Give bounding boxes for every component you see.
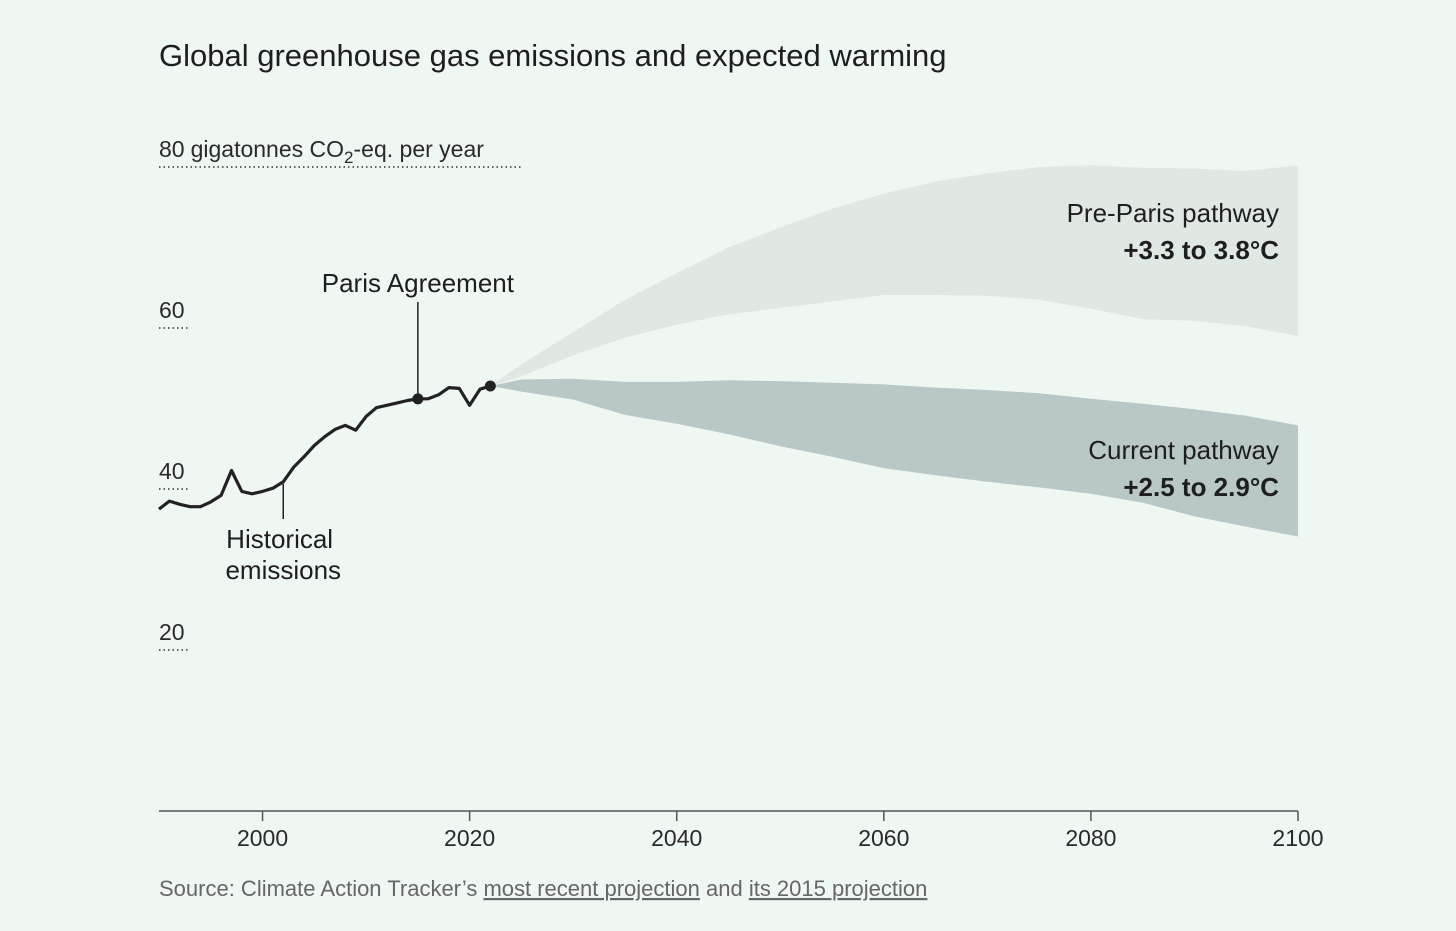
y-axis-unit-label: 80 gigatonnes CO2-eq. per year [159,136,484,167]
current-pathway-area [490,378,1298,537]
pre-paris-warming-label: +3.3 to 3.8°C [1123,235,1279,265]
unit-suffix: -eq. per year [354,136,485,162]
y-ticks: 60 40 20 [159,297,190,651]
source-link-recent[interactable]: most recent projection [483,876,699,901]
unit-subscript: 2 [344,148,353,167]
xtick-label-2020: 2020 [444,825,495,851]
current-warming-label: +2.5 to 2.9°C [1123,472,1279,502]
ytick-label-40: 40 [159,458,185,484]
historical-series [158,380,496,511]
xtick-label-2080: 2080 [1065,825,1116,851]
pre-paris-pathway-label: Pre-Paris pathway [1067,198,1279,228]
xtick-label-2100: 2100 [1272,825,1323,851]
chart-title: Global greenhouse gas emissions and expe… [159,38,947,73]
ytick-label-60: 60 [159,297,185,323]
current-pathway-label: Current pathway [1088,435,1279,465]
source-prefix: Source: Climate Action Tracker’s [159,876,483,901]
pre-paris-pathway-area [490,165,1298,386]
source-link-2015[interactable]: its 2015 projection [749,876,928,901]
paris-agreement-label: Paris Agreement [322,268,515,298]
ytick-label-80: 80 [159,136,185,162]
ytick-label-20: 20 [159,619,185,645]
x-ticks: 2000 2020 2040 2060 2080 2100 [237,811,1324,851]
xtick-label-2060: 2060 [858,825,909,851]
historical-label-line1: Historical [226,524,333,554]
marker-2022 [484,380,496,392]
marker-2015 [412,393,424,405]
xtick-label-2000: 2000 [237,825,288,851]
source-middle: and [700,876,749,901]
xtick-label-2040: 2040 [651,825,702,851]
source-note: Source: Climate Action Tracker’s most re… [159,876,927,901]
historical-label-line2: emissions [225,555,341,585]
unit-prefix: gigatonnes CO [191,136,344,162]
pathway-areas [490,165,1298,537]
historical-emissions-label: Historical emissions [225,524,341,585]
historical-emissions-line [158,384,491,511]
